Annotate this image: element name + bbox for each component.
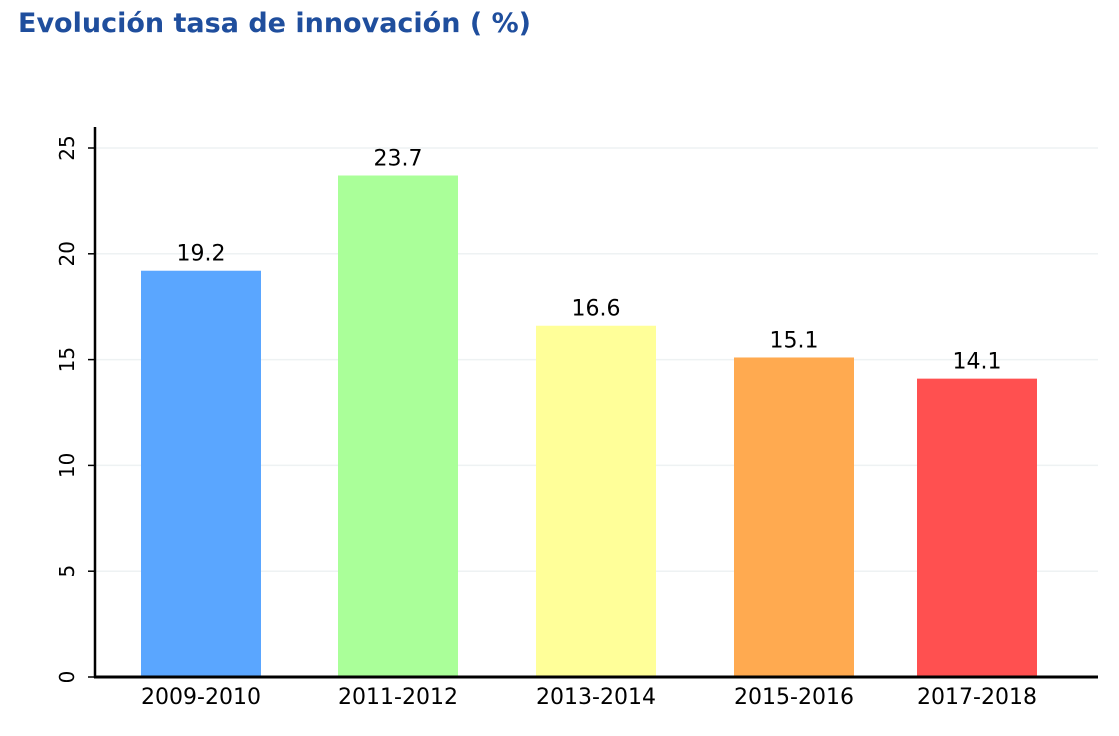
bar-2011-2012 bbox=[338, 175, 458, 677]
y-tick-label: 10 bbox=[55, 453, 79, 478]
axes bbox=[88, 127, 1098, 679]
x-category-label: 2017-2018 bbox=[917, 685, 1037, 710]
y-tick-label: 20 bbox=[55, 241, 79, 266]
x-category-label: 2009-2010 bbox=[141, 685, 261, 710]
y-tick-label: 5 bbox=[55, 565, 79, 578]
bars bbox=[141, 175, 1037, 677]
y-tick-label: 15 bbox=[55, 347, 79, 372]
bar-2009-2010 bbox=[141, 270, 261, 677]
value-label: 23.7 bbox=[374, 147, 423, 172]
value-label: 19.2 bbox=[177, 242, 226, 267]
value-label: 14.1 bbox=[953, 350, 1002, 375]
chart-title: Evolución tasa de innovación ( %) bbox=[18, 8, 531, 39]
x-category-label: 2013-2014 bbox=[536, 685, 656, 710]
bar-2015-2016 bbox=[734, 357, 854, 677]
x-category-label: 2015-2016 bbox=[734, 685, 854, 710]
bar-2013-2014 bbox=[536, 325, 656, 677]
value-labels: 19.2 23.7 16.6 15.1 14.1 bbox=[177, 147, 1002, 375]
x-category-label: 2011-2012 bbox=[338, 685, 458, 710]
y-tick-label: 0 bbox=[55, 671, 79, 684]
y-tick-label: 25 bbox=[55, 135, 79, 160]
value-label: 15.1 bbox=[770, 328, 819, 353]
x-category-labels: 2009-2010 2011-2012 2013-2014 2015-2016 2017… bbox=[141, 685, 1037, 710]
bar-2017-2018 bbox=[917, 378, 1037, 677]
y-tick-labels: 0 5 10 15 20 25 bbox=[55, 135, 79, 683]
value-label: 16.6 bbox=[572, 297, 621, 322]
